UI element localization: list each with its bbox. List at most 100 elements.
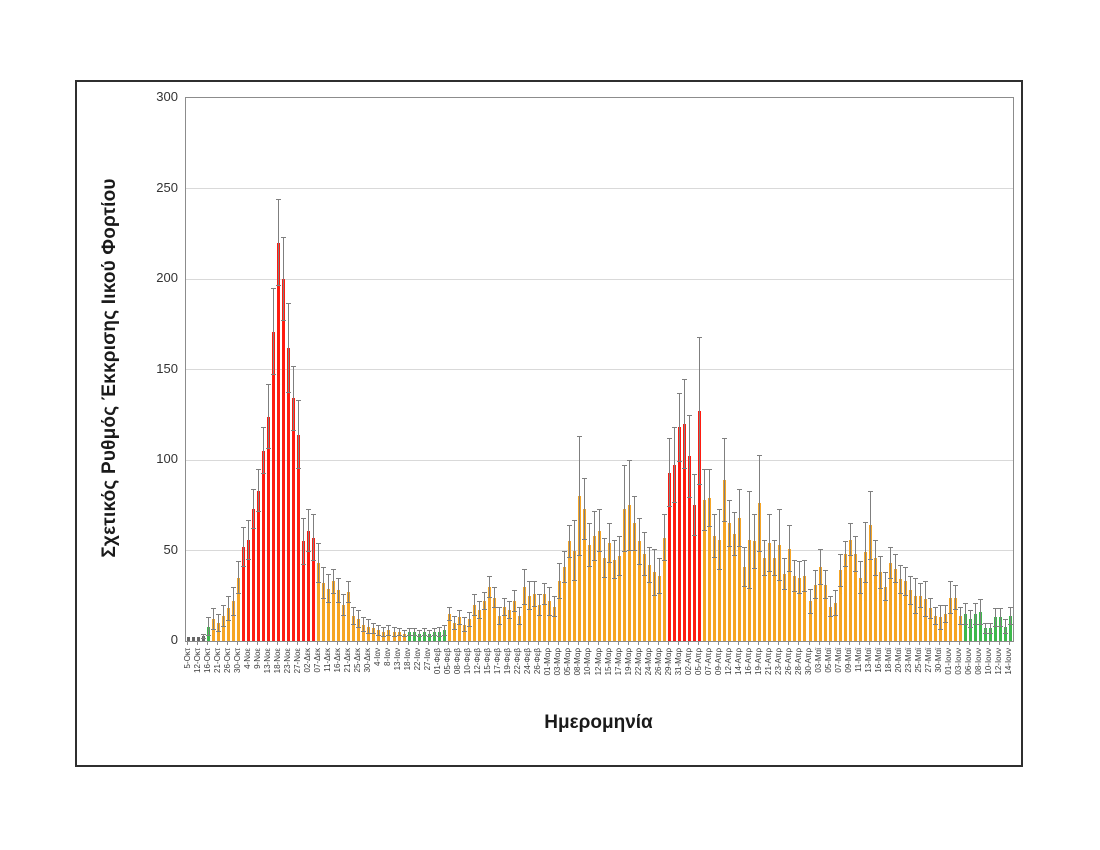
bar	[913, 595, 917, 641]
error-bar-top-cap	[612, 539, 618, 541]
error-bar-bottom-cap	[797, 592, 803, 594]
error-bar	[959, 606, 961, 625]
x-tick-label: 09-Απρ	[713, 648, 723, 675]
error-bar-top-cap	[571, 519, 577, 521]
error-bar-bottom-cap	[246, 558, 252, 560]
bar	[492, 597, 496, 641]
bar	[638, 541, 642, 641]
error-bar-bottom-cap	[561, 582, 567, 584]
error-bar	[974, 602, 976, 625]
bar	[482, 601, 486, 641]
x-tick-mark	[417, 641, 419, 645]
bar	[713, 536, 717, 641]
error-bar	[774, 539, 776, 576]
x-tick-mark	[878, 641, 880, 645]
error-bar	[1004, 619, 1006, 634]
error-bar-top-cap	[687, 414, 693, 416]
x-tick-mark	[958, 641, 960, 645]
error-bar	[829, 595, 831, 618]
error-bar-bottom-cap	[817, 583, 823, 585]
x-tick-label: 23-Μαϊ	[904, 648, 914, 673]
x-tick-mark	[547, 641, 549, 645]
error-bar-top-cap	[752, 514, 758, 516]
error-bar-bottom-cap	[752, 567, 758, 569]
error-bar-bottom-cap	[531, 605, 537, 607]
x-tick-label: 8-Ιαν	[382, 648, 392, 666]
error-bar-top-cap	[997, 608, 1003, 610]
bar	[918, 595, 922, 641]
x-tick-label: 10-Φεβ	[463, 648, 473, 675]
x-tick-mark	[277, 641, 279, 645]
bar	[993, 617, 997, 641]
x-tick-label: 18-Ιαν	[403, 648, 413, 671]
error-bar	[543, 583, 545, 605]
error-bar-bottom-cap	[296, 468, 302, 470]
bar	[798, 577, 802, 641]
error-bar	[518, 606, 520, 625]
bar	[793, 575, 797, 641]
x-tick-label: 22-Φεβ	[513, 648, 523, 675]
error-bar	[954, 584, 956, 611]
x-tick-label: 23-Νοε	[282, 648, 292, 674]
error-bar-top-cap	[411, 628, 417, 630]
error-bar-bottom-cap	[987, 632, 993, 634]
x-tick-label: 14-Ιουν	[1004, 648, 1014, 675]
x-tick-label: 18-Μαϊ	[884, 648, 894, 673]
error-bar-top-cap	[396, 628, 402, 630]
x-tick-mark	[367, 641, 369, 645]
x-tick-mark	[497, 641, 499, 645]
bar	[698, 411, 702, 641]
error-bar-bottom-cap	[211, 629, 217, 631]
x-tick-label: 26-Φεβ	[533, 648, 543, 675]
error-bar-top-cap	[817, 548, 823, 550]
error-bar-bottom-cap	[842, 565, 848, 567]
bar	[477, 610, 481, 641]
error-bar-top-cap	[476, 601, 482, 603]
error-bar	[368, 619, 370, 634]
error-bar-bottom-cap	[476, 618, 482, 620]
x-tick-mark	[828, 641, 830, 645]
x-tick-label: 24-Μαρ	[643, 648, 653, 676]
bar	[427, 633, 431, 641]
error-bar-top-cap	[842, 541, 848, 543]
error-bar	[443, 624, 445, 636]
bar	[668, 472, 672, 641]
error-bar-top-cap	[231, 586, 237, 588]
x-tick-mark	[868, 641, 870, 645]
error-bar-bottom-cap	[276, 285, 282, 287]
error-bar	[243, 526, 245, 567]
error-bar	[634, 496, 636, 551]
x-tick-mark	[337, 641, 339, 645]
error-bar-bottom-cap	[436, 636, 442, 638]
error-bar-top-cap	[947, 581, 953, 583]
error-bar	[669, 438, 671, 508]
x-tick-mark	[187, 641, 188, 645]
error-bar	[503, 597, 505, 616]
error-bar-top-cap	[331, 568, 337, 570]
error-bar-bottom-cap	[581, 538, 587, 540]
x-tick-label: 20-Μαϊ	[894, 648, 904, 673]
x-tick-label: 25-Δεκ	[352, 648, 362, 673]
x-tick-mark	[437, 641, 439, 645]
error-bar	[999, 608, 1001, 627]
bar	[552, 606, 556, 641]
error-bar-top-cap	[777, 508, 783, 510]
x-tick-label: 17-Φεβ	[493, 648, 503, 675]
x-tick-mark	[698, 641, 700, 645]
bar	[953, 597, 957, 641]
x-tick-label: 4-Ιαν	[372, 648, 382, 666]
error-bar-top-cap	[872, 539, 878, 541]
x-tick-label: 11-Δεκ	[322, 648, 332, 672]
error-bar-bottom-cap	[506, 618, 512, 620]
error-bar-bottom-cap	[947, 612, 953, 614]
x-tick-label: 16-Δεκ	[332, 648, 342, 673]
error-bar-top-cap	[962, 602, 968, 604]
error-bar-top-cap	[561, 550, 567, 552]
x-tick-mark	[297, 641, 299, 645]
error-bar-top-cap	[892, 554, 898, 556]
bar	[462, 624, 466, 641]
error-bar-top-cap	[987, 622, 993, 624]
bar	[452, 622, 456, 641]
y-tick-label: 150	[156, 360, 178, 376]
x-tick-mark	[1008, 641, 1010, 645]
